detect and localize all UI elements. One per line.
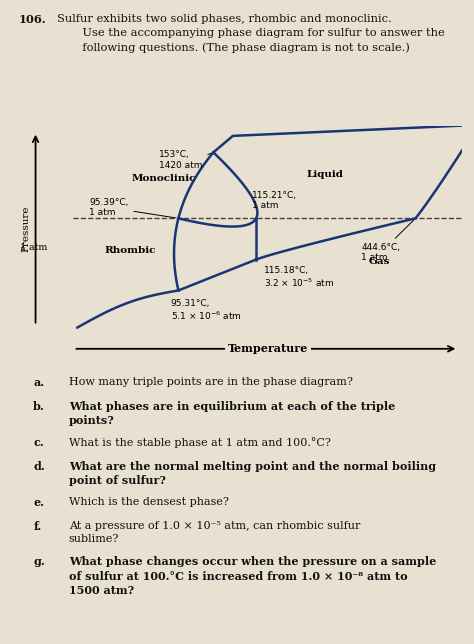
Text: At a pressure of 1.0 × 10⁻⁵ atm, can rhombic sulfur
sublime?: At a pressure of 1.0 × 10⁻⁵ atm, can rho… bbox=[69, 521, 360, 544]
Text: Sulfur exhibits two solid phases, rhombic and monoclinic.
       Use the accompa: Sulfur exhibits two solid phases, rhombi… bbox=[57, 14, 445, 53]
Text: 95.31°C,
5.1 × 10$^{-6}$ atm: 95.31°C, 5.1 × 10$^{-6}$ atm bbox=[171, 299, 241, 322]
Text: What phase changes occur when the pressure on a sample
of sulfur at 100.°C is in: What phase changes occur when the pressu… bbox=[69, 556, 436, 596]
Text: g.: g. bbox=[33, 556, 45, 567]
Text: What is the stable phase at 1 atm and 100.°C?: What is the stable phase at 1 atm and 10… bbox=[69, 437, 330, 448]
Text: Liquid: Liquid bbox=[307, 170, 344, 179]
Text: 153°C,
1420 atm: 153°C, 1420 atm bbox=[159, 150, 211, 170]
Text: How many triple points are in the phase diagram?: How many triple points are in the phase … bbox=[69, 377, 353, 387]
Text: c.: c. bbox=[33, 437, 44, 448]
Text: What are the normal melting point and the normal boiling
point of sulfur?: What are the normal melting point and th… bbox=[69, 461, 436, 486]
Text: 106.: 106. bbox=[19, 14, 46, 25]
Text: 444.6°C,
1 atm: 444.6°C, 1 atm bbox=[361, 220, 413, 263]
Text: What phases are in equilibrium at each of the triple
points?: What phases are in equilibrium at each o… bbox=[69, 401, 395, 426]
Text: Pressure: Pressure bbox=[22, 205, 30, 252]
Text: 1 atm: 1 atm bbox=[20, 243, 47, 252]
Text: a.: a. bbox=[33, 377, 44, 388]
Text: e.: e. bbox=[33, 497, 44, 507]
Text: Rhombic: Rhombic bbox=[105, 247, 156, 256]
Text: 95.39°C,
1 atm: 95.39°C, 1 atm bbox=[89, 198, 176, 218]
Text: 115.21°C,
1 atm: 115.21°C, 1 atm bbox=[252, 191, 297, 210]
Text: f.: f. bbox=[33, 521, 41, 532]
Text: b.: b. bbox=[33, 401, 45, 412]
Text: d.: d. bbox=[33, 461, 45, 472]
Text: Monoclinic: Monoclinic bbox=[132, 175, 196, 184]
Text: Gas: Gas bbox=[369, 257, 390, 266]
Text: 115.18°C,
3.2 × 10$^{-5}$ atm: 115.18°C, 3.2 × 10$^{-5}$ atm bbox=[264, 266, 334, 289]
Text: Temperature: Temperature bbox=[228, 343, 308, 354]
Text: Which is the densest phase?: Which is the densest phase? bbox=[69, 497, 228, 507]
